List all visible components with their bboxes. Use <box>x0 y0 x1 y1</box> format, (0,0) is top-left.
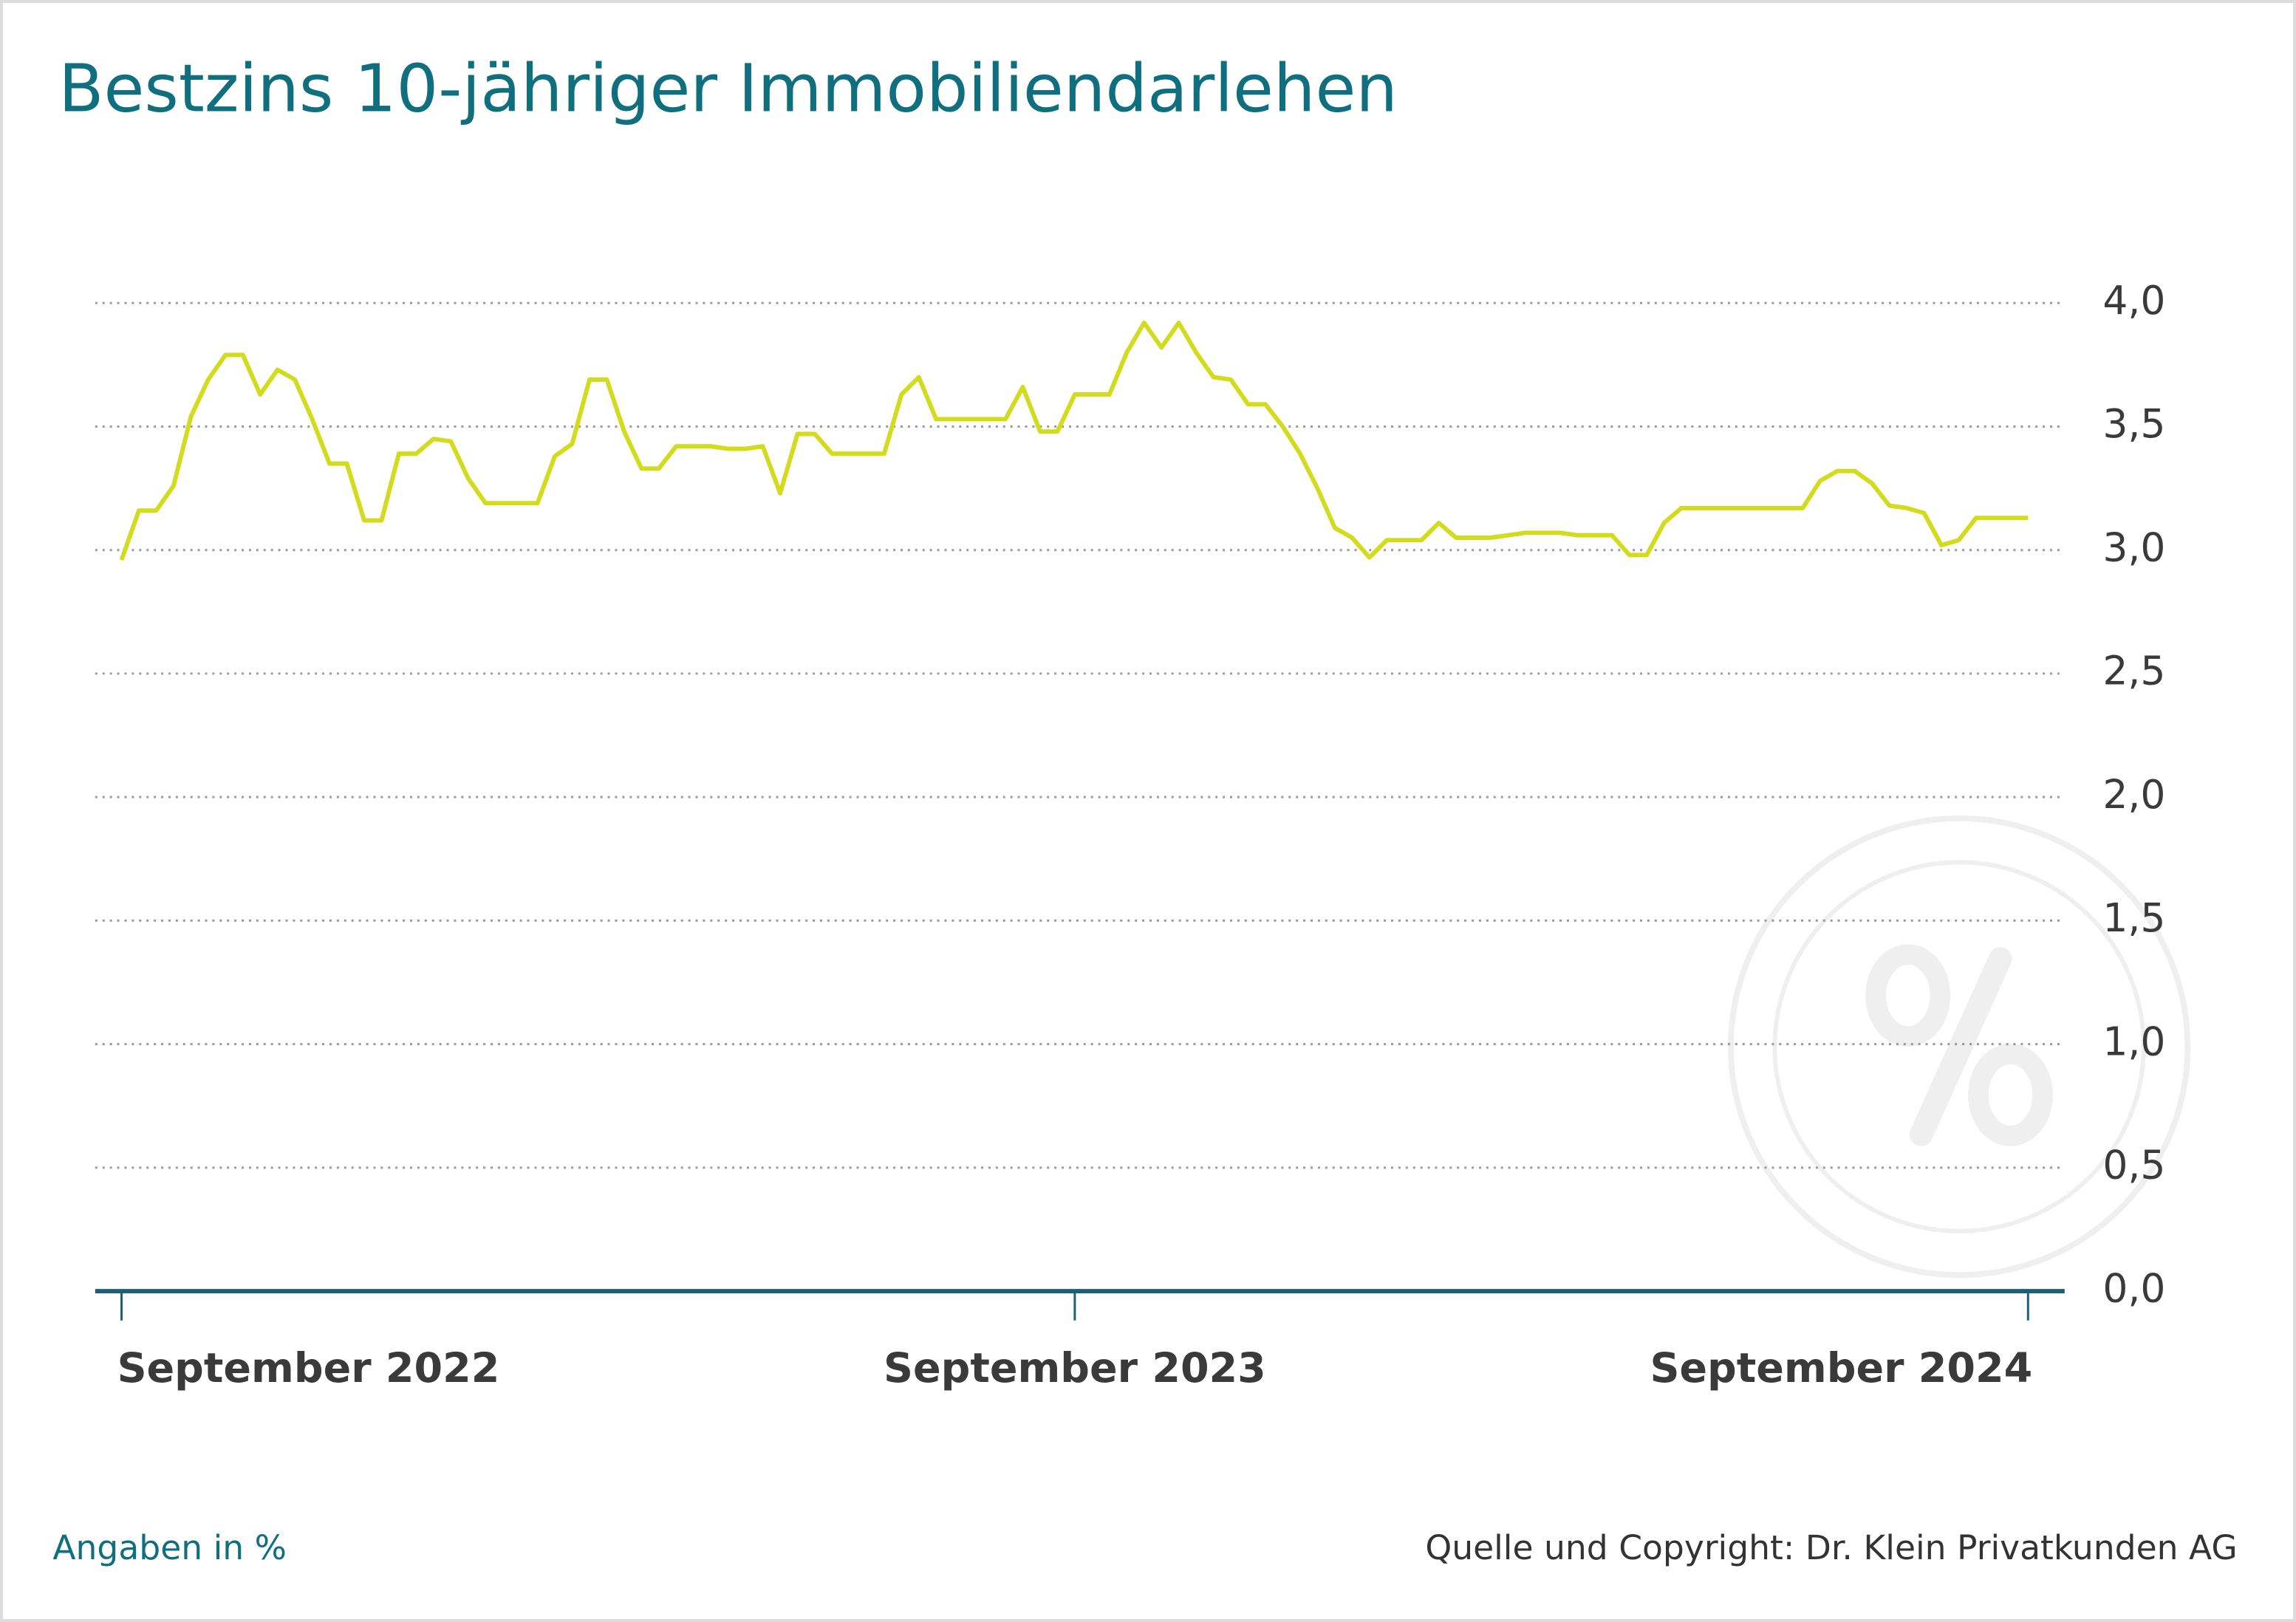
y-tick-label: 1,0 <box>2102 1018 2165 1064</box>
y-tick-label: 3,0 <box>2102 524 2165 570</box>
x-tick-label: September 2023 <box>884 1344 1266 1392</box>
line-series <box>119 321 2029 561</box>
y-tick-label: 3,5 <box>2102 400 2165 447</box>
y-tick-label: 2,5 <box>2102 648 2165 694</box>
y-tick-label: 0,0 <box>2102 1265 2165 1312</box>
chart-title: Bestzins 10-jähriger Immobiliendarlehen <box>58 51 1398 128</box>
y-tick-label: 2,0 <box>2102 771 2165 818</box>
x-tick-label: September 2022 <box>117 1344 500 1392</box>
x-tick-label: September 2024 <box>1650 1344 2032 1392</box>
note: Angaben in % <box>52 1528 287 1567</box>
watermark <box>1727 815 2191 1279</box>
y-tick-label: 0,5 <box>2102 1141 2165 1188</box>
source: Quelle und Copyright: Dr. Klein Privatku… <box>1425 1528 2237 1567</box>
y-tick-label: 1,5 <box>2102 894 2165 941</box>
y-tick-label: 4,0 <box>2102 277 2165 324</box>
